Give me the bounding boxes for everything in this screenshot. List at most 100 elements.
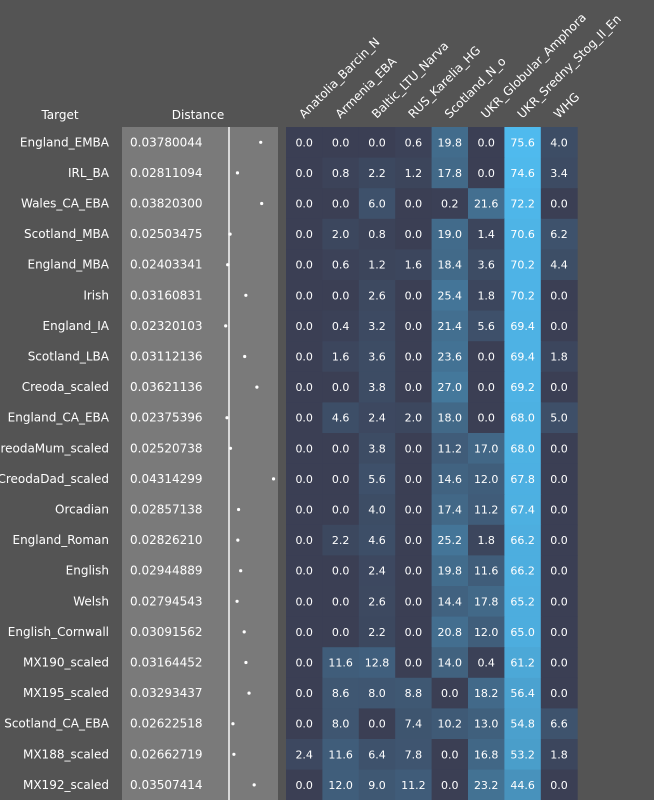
heatmap-cell — [322, 280, 360, 312]
distance-dot — [260, 201, 264, 206]
heatmap-cell — [504, 708, 542, 740]
cell-value: 0.0 — [405, 626, 423, 639]
cell-value: 0.0 — [405, 565, 423, 578]
cell-value: 11.2 — [401, 779, 426, 792]
cell-value: 0.0 — [550, 779, 568, 792]
heatmap-cell — [286, 463, 323, 495]
heatmap-cell — [431, 280, 469, 312]
heatmap-cell — [504, 677, 542, 709]
cell-value: 1.4 — [477, 228, 495, 241]
heatmap-cell — [286, 555, 323, 587]
cell-value: 1.8 — [550, 748, 568, 761]
cell-value: 0.0 — [295, 320, 313, 333]
cell-value: 6.4 — [368, 748, 386, 761]
row-distance-label: 0.03507414 — [130, 778, 203, 792]
row-distance-label: 0.03780044 — [130, 135, 203, 149]
cell-value: 12.0 — [474, 473, 499, 486]
cell-value: 0.0 — [405, 657, 423, 670]
cell-value: 0.0 — [550, 626, 568, 639]
cell-value: 14.6 — [438, 473, 463, 486]
heatmap-cell — [540, 433, 578, 465]
cell-value: 0.0 — [405, 320, 423, 333]
cell-value: 0.0 — [550, 565, 568, 578]
cell-value: 14.4 — [438, 595, 463, 608]
heatmap-cell — [358, 647, 396, 679]
heatmap-cell — [322, 188, 360, 220]
heatmap-cell — [504, 555, 542, 587]
cell-value: 4.6 — [332, 412, 350, 425]
heatmap-cell — [358, 769, 396, 800]
heatmap-cell — [286, 127, 323, 159]
cell-value: 0.0 — [295, 718, 313, 731]
row-distance-label: 0.02622518 — [130, 717, 203, 731]
cell-value: 5.6 — [477, 320, 495, 333]
distance-dot — [247, 691, 251, 695]
cell-value: 0.0 — [477, 167, 495, 180]
heatmap-cell — [504, 371, 542, 403]
heatmap-cell — [358, 249, 396, 281]
row-distance-label: 0.03621136 — [130, 380, 203, 394]
heatmap-cell — [468, 433, 505, 465]
cell-value: 0.0 — [295, 779, 313, 792]
heatmap-cell — [504, 310, 542, 342]
cell-value: 6.0 — [368, 198, 386, 211]
heatmap-cell — [468, 647, 505, 679]
heatmap-cell — [431, 739, 469, 771]
heatmap-cell — [431, 341, 469, 373]
heatmap-cell — [504, 739, 542, 771]
cell-value: 0.0 — [295, 136, 313, 149]
heatmap-cell — [431, 433, 469, 465]
cell-value: 25.2 — [438, 534, 463, 547]
row-target-label: MX188_scaled — [23, 747, 109, 761]
heatmap-cell — [286, 677, 323, 709]
heatmap-cell — [395, 463, 433, 495]
heatmap-cell — [286, 739, 323, 771]
cell-value: 19.8 — [438, 565, 463, 578]
heatmap-cell — [286, 586, 323, 618]
cell-value: 0.0 — [295, 595, 313, 608]
heatmap-cell — [540, 188, 578, 220]
cell-value: 8.0 — [332, 718, 350, 731]
row-target-label: Scotland_MBA — [24, 227, 110, 241]
heatmap-cell — [431, 310, 469, 342]
cell-value: 16.8 — [474, 748, 499, 761]
heatmap-cell — [504, 463, 542, 495]
cell-value: 20.8 — [438, 626, 463, 639]
cell-value: 3.2 — [368, 320, 386, 333]
cell-value: 0.0 — [550, 657, 568, 670]
heatmap-cell — [395, 310, 433, 342]
distance-header: Distance — [172, 108, 224, 122]
row-target-label: CreodaMum_scaled — [0, 441, 109, 455]
row-target-label: MX190_scaled — [23, 656, 109, 670]
cell-value: 0.0 — [332, 626, 350, 639]
row-distance-label: 0.04314299 — [130, 472, 203, 486]
heatmap-cell — [504, 494, 542, 526]
cell-value: 0.0 — [550, 595, 568, 608]
cell-value: 2.0 — [405, 412, 423, 425]
cell-value: 0.0 — [332, 504, 350, 517]
heatmap-cell — [358, 218, 396, 250]
cell-value: 0.0 — [295, 534, 313, 547]
row-target-label: England_EMBA — [20, 135, 110, 149]
row-distance-label: 0.02857138 — [130, 503, 203, 517]
heatmap-cell — [468, 157, 505, 189]
heatmap-cell — [286, 218, 323, 250]
cell-value: 0.4 — [477, 657, 495, 670]
cell-value: 0.0 — [550, 320, 568, 333]
heatmap-cell — [468, 739, 505, 771]
cell-value: 0.0 — [295, 412, 313, 425]
cell-value: 0.0 — [295, 687, 313, 700]
heatmap-cell — [540, 341, 578, 373]
cell-value: 1.8 — [477, 289, 495, 302]
cell-value: 0.0 — [477, 351, 495, 364]
cell-value: 70.2 — [510, 289, 535, 302]
cell-value: 0.0 — [295, 167, 313, 180]
cell-value: 17.8 — [474, 595, 499, 608]
cell-value: 3.6 — [368, 351, 386, 364]
row-distance-label: 0.02375396 — [130, 411, 203, 425]
heatmap-cell — [358, 677, 396, 709]
cell-value: 2.2 — [368, 626, 386, 639]
cell-value: 2.2 — [368, 167, 386, 180]
cell-value: 1.8 — [550, 351, 568, 364]
heatmap-cell — [322, 555, 360, 587]
